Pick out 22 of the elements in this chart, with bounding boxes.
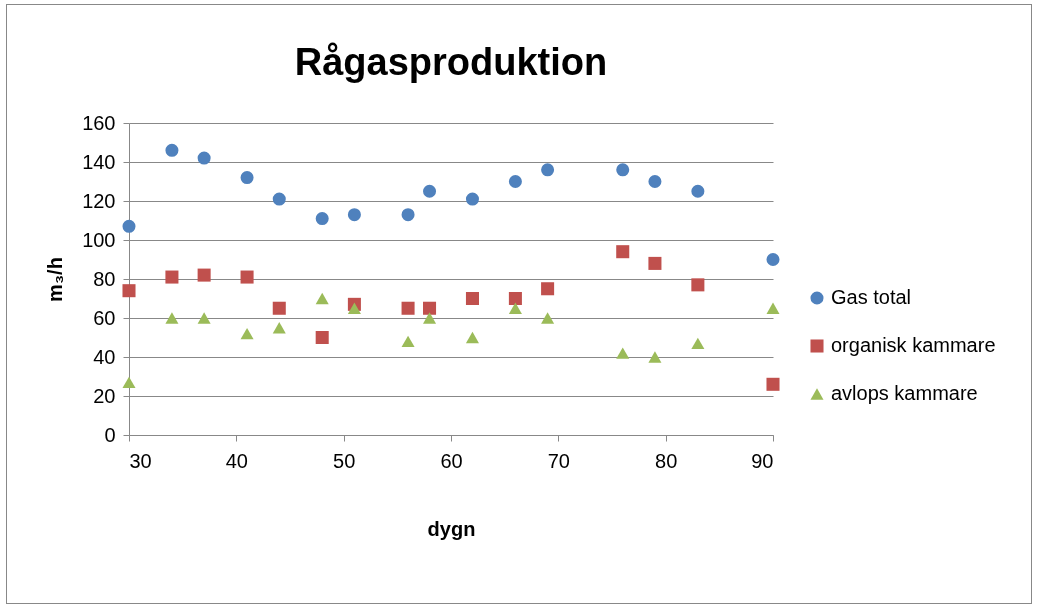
y-tick-label: 40 <box>93 345 116 368</box>
legend-label: organisk kammare <box>831 334 996 356</box>
x-tick-label: 90 <box>751 449 774 472</box>
legend-label: Gas total <box>831 286 912 308</box>
x-tick-label: 60 <box>440 449 463 472</box>
x-tick-label: 70 <box>547 449 570 472</box>
y-tick-label: 160 <box>82 111 116 134</box>
y-tick-label: 60 <box>93 306 116 329</box>
x-tick-label: 40 <box>225 449 248 472</box>
x-tick-label: 30 <box>129 449 152 472</box>
y-tick-label: 80 <box>93 267 116 290</box>
x-tick-label: 50 <box>333 449 356 472</box>
y-axis-title: m₃/h <box>44 257 67 302</box>
y-tick-label: 0 <box>104 423 116 446</box>
y-tick-label: 140 <box>82 150 116 173</box>
x-axis-title: dygn <box>427 517 476 540</box>
y-tick-label: 120 <box>82 189 116 212</box>
chart-title: Rågasproduktion <box>294 41 608 83</box>
legend-label: avlops kammare <box>831 382 978 404</box>
y-tick-label: 20 <box>93 384 116 407</box>
y-tick-label: 100 <box>82 228 116 251</box>
x-tick-label: 80 <box>655 449 678 472</box>
